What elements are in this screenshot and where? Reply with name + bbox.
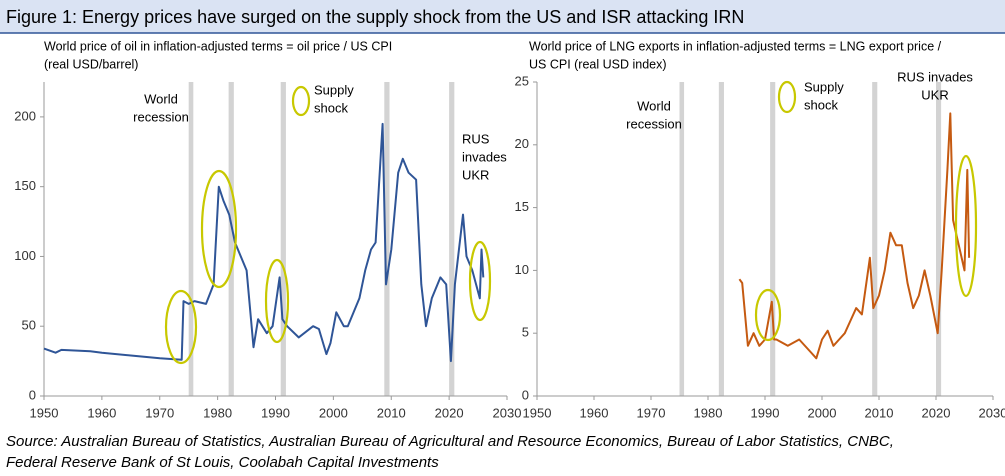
annotation: UKR xyxy=(921,87,948,102)
title-bar xyxy=(0,0,1005,33)
x-tick-label: 2030 xyxy=(979,405,1005,420)
highlight-ellipse xyxy=(468,240,492,322)
y-tick-label: 10 xyxy=(515,262,529,277)
y-tick-label: 5 xyxy=(522,325,529,340)
highlight-ellipse xyxy=(164,289,198,365)
y-tick-label: 25 xyxy=(515,73,529,88)
highlight-ellipse xyxy=(291,85,311,117)
recession-band xyxy=(449,82,455,396)
x-tick-label: 2000 xyxy=(808,405,837,420)
highlight-ellipse xyxy=(777,80,797,114)
figure-title: Figure 1: Energy prices have surged on t… xyxy=(6,7,744,27)
recession-band xyxy=(280,82,286,396)
annotation: invades xyxy=(462,149,507,164)
y-tick-label: 100 xyxy=(14,248,36,263)
x-tick-label: 1990 xyxy=(751,405,780,420)
x-tick-label: 2020 xyxy=(922,405,951,420)
x-tick-label: 1950 xyxy=(523,405,552,420)
annotation: Supply xyxy=(314,82,354,97)
annotation: World xyxy=(637,98,671,113)
y-tick-label: 150 xyxy=(14,178,36,193)
recession-band xyxy=(228,82,234,396)
annotation: recession xyxy=(626,116,682,131)
highlight-ellipse xyxy=(264,258,290,344)
chart-subtitle: World price of oil in inflation-adjusted… xyxy=(44,39,392,53)
x-tick-label: 1980 xyxy=(694,405,723,420)
x-tick-label: 1970 xyxy=(637,405,666,420)
y-tick-label: 200 xyxy=(14,108,36,123)
x-tick-label: 2020 xyxy=(435,405,464,420)
data-line xyxy=(43,122,485,363)
y-tick-label: 0 xyxy=(522,387,529,402)
footnote: Source: Australian Bureau of Statistics,… xyxy=(6,433,894,450)
x-tick-label: 1960 xyxy=(580,405,609,420)
annotation: World xyxy=(144,91,178,106)
annotation: shock xyxy=(314,100,348,115)
chart-subtitle: (real USD/barrel) xyxy=(44,57,138,71)
recession-band xyxy=(188,82,194,396)
annotation: RUS xyxy=(462,131,490,146)
highlight-ellipse xyxy=(954,154,978,298)
data-line xyxy=(738,112,971,360)
recession-band xyxy=(770,82,776,396)
x-tick-label: 1990 xyxy=(261,405,290,420)
annotation: RUS invades xyxy=(897,69,973,84)
recession-band xyxy=(936,82,942,396)
annotation: Supply xyxy=(804,79,844,94)
x-tick-label: 1950 xyxy=(30,405,59,420)
annotation: shock xyxy=(804,97,838,112)
recession-band xyxy=(718,82,724,396)
footnote: Federal Reserve Bank of St Louis, Coolab… xyxy=(6,454,439,471)
highlight-ellipses xyxy=(164,80,978,365)
x-tick-label: 1970 xyxy=(145,405,174,420)
x-tick-label: 2010 xyxy=(865,405,894,420)
annotation: recession xyxy=(133,109,189,124)
chart-subtitle: US CPI (real USD index) xyxy=(529,57,667,71)
x-tick-label: 2000 xyxy=(319,405,348,420)
y-tick-label: 0 xyxy=(29,387,36,402)
y-tick-label: 20 xyxy=(515,136,529,151)
recession-band xyxy=(679,82,685,396)
highlight-ellipse xyxy=(200,169,238,289)
highlight-ellipse xyxy=(754,288,782,342)
recession-band xyxy=(872,82,878,396)
x-tick-label: 2030 xyxy=(493,405,522,420)
chart-subtitle: World price of LNG exports in inflation-… xyxy=(529,39,942,53)
recession-band xyxy=(384,82,390,396)
x-tick-label: 1960 xyxy=(87,405,116,420)
x-tick-label: 2010 xyxy=(377,405,406,420)
y-tick-label: 50 xyxy=(22,318,36,333)
x-tick-label: 1980 xyxy=(203,405,232,420)
annotation: UKR xyxy=(462,167,489,182)
y-tick-label: 15 xyxy=(515,199,529,214)
